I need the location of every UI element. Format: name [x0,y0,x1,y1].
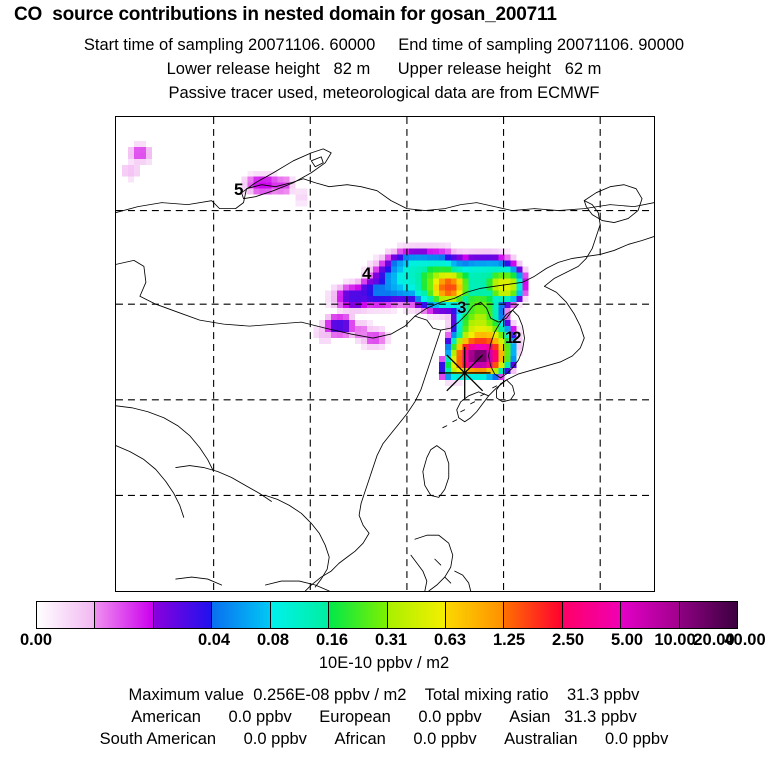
colorbar-segment-4 [270,602,330,628]
colorbar-segment-10 [621,602,680,628]
colorbar-tick-7: 2.50 [551,631,585,649]
start-time-label: Start time of sampling [83,36,244,54]
colorbar-segment-7 [445,602,505,628]
total-mixing-value: 31.3 ppbv [566,686,640,704]
lower-release-label: Lower release height [166,60,320,78]
grid-label-5: 5 [234,180,244,199]
colorbar [36,601,738,629]
colorbar-tick-2: 0.08 [256,631,290,649]
end-time-value: 20071106. 90000 [556,36,685,54]
region-asian-label: Asian [509,708,551,726]
page-title: CO source contributions in nested domain… [14,4,557,25]
region-european-label: European [319,708,391,726]
colorbar-segment-8 [504,602,563,628]
lower-release-value: 82 m [333,60,371,78]
colorbar-segment-5 [329,602,388,628]
grid-label-1: 1 [505,328,515,347]
region-south-american-label: South American [99,730,217,748]
upper-release-label: Upper release height [397,60,551,78]
colorbar-tick-5: 0.63 [433,631,467,649]
region-asian-value: 31.3 ppbv [564,708,637,726]
region-european-value: 0.0 ppbv [418,708,482,726]
grid-label-4: 4 [362,264,372,283]
end-time-label: End time of sampling [398,36,553,54]
grid-label-3: 3 [457,298,467,317]
colorbar-units-label: 10E-10 ppbv / m2 [318,654,450,672]
coastline-overlay [116,148,654,591]
colorbar-ticks: 0.00 0.04 0.08 0.16 0.31 0.63 1.25 2.50 5.00 10.0… [0,631,768,653]
colorbar-tick-11: 40.00 [724,631,766,649]
footer-row-regions-1: American 0.0 ppbv European 0.0 ppbv Asia… [0,708,768,727]
colorbar-tick-6: 1.25 [492,631,526,649]
colorbar-tick-8: 5.00 [610,631,644,649]
region-african-label: African [334,730,386,748]
start-time-value: 20071106. 60000 [248,36,376,54]
colorbar-segment-0 [37,602,96,628]
colorbar-segment-6 [387,602,446,628]
colorbar-tick-9: 10.00 [654,631,696,649]
colorbar-segment-9 [562,602,622,628]
grid-label-2: 2 [512,328,522,347]
region-african-value: 0.0 ppbv [413,730,477,748]
region-south-american-value: 0.0 ppbv [243,730,307,748]
map-plot-area: 1 2 3 4 5 [115,116,655,592]
colorbar-tick-10: 20.00 [693,631,735,649]
region-australian-value: 0.0 ppbv [605,730,669,748]
tracer-note: Passive tracer used, meteorological data… [168,84,600,102]
footer-row-regions-2: South American 0.0 ppbv African 0.0 ppbv… [0,730,768,749]
footer-row-summary: Maximum value 0.256E-08 ppbv / m2 Total … [0,686,768,705]
colorbar-tick-3: 0.16 [315,631,349,649]
colorbar-segment-2 [153,602,213,628]
max-value: 0.256E-08 ppbv / m2 [253,686,407,704]
region-american-label: American [131,708,201,726]
total-mixing-label: Total mixing ratio [424,686,549,704]
lat-lon-gridlines [116,117,654,591]
max-value-label: Maximum value [128,686,245,704]
colorbar-segment-1 [95,602,154,628]
region-australian-label: Australian [504,730,578,748]
colorbar-tick-1: 0.04 [197,631,231,649]
statistics-footer: Maximum value 0.256E-08 ppbv / m2 Total … [0,686,768,752]
upper-release-value: 62 m [564,60,602,78]
colorbar-tick-4: 0.31 [374,631,408,649]
colorbar-segment-11 [679,602,738,628]
colorbar-tick-0: 0.00 [19,631,53,649]
release-height-line: Lower release height 82 m Upper release … [0,60,768,79]
release-site-marker [438,347,491,399]
colorbar-segments [36,601,738,629]
region-american-value: 0.0 ppbv [228,708,292,726]
colorbar-segment-3 [212,602,271,628]
sampling-time-line: Start time of sampling 20071106. 60000 E… [0,36,768,55]
